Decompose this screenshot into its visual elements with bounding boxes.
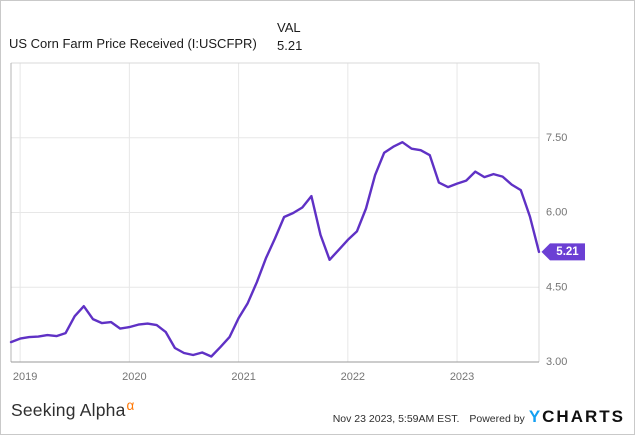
val-column-label: VAL <box>277 20 301 35</box>
x-axis-label: 2020 <box>122 371 146 383</box>
ycharts-y-icon: Y <box>528 407 543 426</box>
timestamp: Nov 23 2023, 5:59AM EST. <box>332 413 460 425</box>
last-value-badge-text: 5.21 <box>556 246 579 258</box>
current-value: 5.21 <box>277 38 303 53</box>
y-axis-label: 7.50 <box>546 132 567 144</box>
ycharts-wordmark: CHARTS <box>542 407 625 426</box>
x-axis-label: 2019 <box>13 371 37 383</box>
seeking-alpha-wordmark: Seeking Alpha <box>11 400 126 420</box>
powered-by-label: Powered by <box>469 413 525 425</box>
alpha-icon: α <box>126 398 135 413</box>
price-line <box>9 140 541 358</box>
ycharts-logo: YCHARTS <box>529 407 625 427</box>
last-value-badge <box>541 243 585 261</box>
y-axis-label: 4.50 <box>546 281 567 293</box>
chart-title: US Corn Farm Price Received (I:USCFPR) <box>9 36 257 51</box>
x-axis-label: 2023 <box>450 371 474 383</box>
y-axis-label: 6.00 <box>546 207 567 219</box>
seeking-alpha-logo: Seeking Alphaα <box>11 398 135 421</box>
y-axis-label: 3.00 <box>546 356 567 368</box>
x-axis-label: 2022 <box>341 371 365 383</box>
footer-right: Nov 23 2023, 5:59AM EST. Powered by YCHA… <box>333 407 625 427</box>
x-axis-label: 2021 <box>231 371 255 383</box>
